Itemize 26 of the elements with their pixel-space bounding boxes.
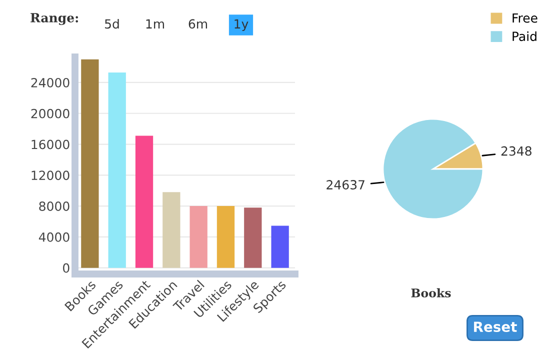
text: 6m	[188, 19, 208, 29]
bar	[216, 206, 235, 268]
y-tick-label: 12000	[32, 170, 70, 180]
bar	[81, 59, 99, 268]
bar	[244, 208, 262, 268]
y-tick-label: 24000	[31, 78, 70, 88]
y-tick-label: 4000	[38, 232, 70, 242]
y-tick-label: 16000	[32, 140, 70, 150]
text: Range:	[30, 13, 78, 26]
data-label: 2348	[501, 146, 532, 156]
legend-label: Paid	[512, 31, 536, 42]
text: Reset	[474, 322, 517, 332]
y-tick-label: 20000	[31, 108, 70, 118]
pie-slice	[382, 118, 484, 220]
bar	[162, 192, 180, 268]
legend-label: Free	[512, 13, 538, 23]
text: 1y	[234, 19, 248, 32]
y-tick-label: 0	[63, 263, 70, 273]
data-label: 24637	[326, 180, 364, 190]
y-tick-label: 8000	[39, 202, 70, 211]
bar	[190, 206, 208, 268]
bar	[271, 226, 289, 268]
bar	[135, 136, 154, 268]
text: 5d	[105, 18, 119, 29]
text: 1m	[146, 19, 164, 28]
bar	[108, 72, 126, 268]
